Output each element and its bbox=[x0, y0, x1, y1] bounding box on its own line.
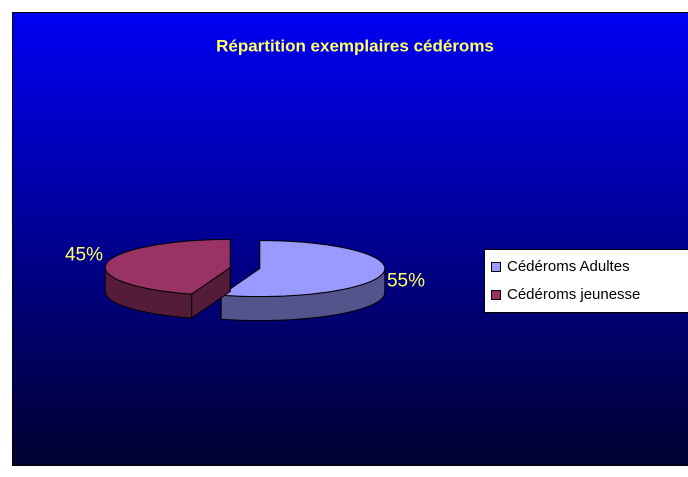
data-label: 55% bbox=[387, 271, 425, 292]
legend-swatch bbox=[491, 262, 501, 272]
data-label: 45% bbox=[65, 245, 103, 266]
legend-label: Cédéroms jeunesse bbox=[507, 286, 640, 303]
legend-label: Cédéroms Adultes bbox=[507, 258, 630, 275]
legend bbox=[484, 249, 688, 313]
chart-area bbox=[12, 12, 688, 466]
legend-swatch bbox=[491, 290, 501, 300]
slice bbox=[219, 239, 386, 297]
slice bbox=[104, 239, 231, 295]
chart-title: Répartition exemplaires cédéroms bbox=[216, 36, 494, 55]
